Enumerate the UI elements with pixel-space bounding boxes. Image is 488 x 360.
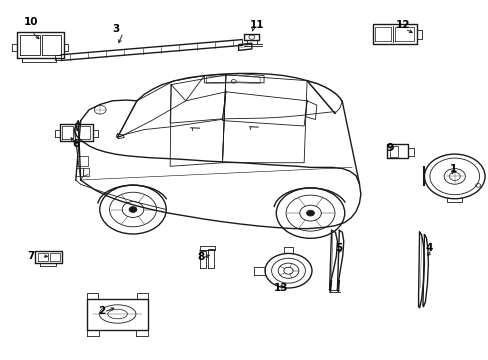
Text: 2: 2 (98, 306, 105, 316)
Text: 9: 9 (386, 143, 393, 153)
Text: 5: 5 (334, 243, 342, 253)
Text: 8: 8 (197, 252, 204, 262)
Bar (83, 168, 89, 176)
Circle shape (306, 210, 314, 216)
Text: 12: 12 (395, 20, 410, 30)
Text: 13: 13 (273, 283, 288, 293)
Bar (76, 168, 82, 176)
Text: 1: 1 (449, 164, 456, 174)
Text: 10: 10 (23, 17, 38, 27)
Text: 11: 11 (249, 20, 264, 30)
Bar (447, 198, 461, 202)
Bar (77, 156, 88, 166)
Text: 4: 4 (425, 243, 432, 253)
Text: 7: 7 (27, 251, 34, 261)
Circle shape (129, 207, 137, 212)
Text: 3: 3 (112, 24, 120, 34)
Text: 6: 6 (72, 139, 80, 149)
